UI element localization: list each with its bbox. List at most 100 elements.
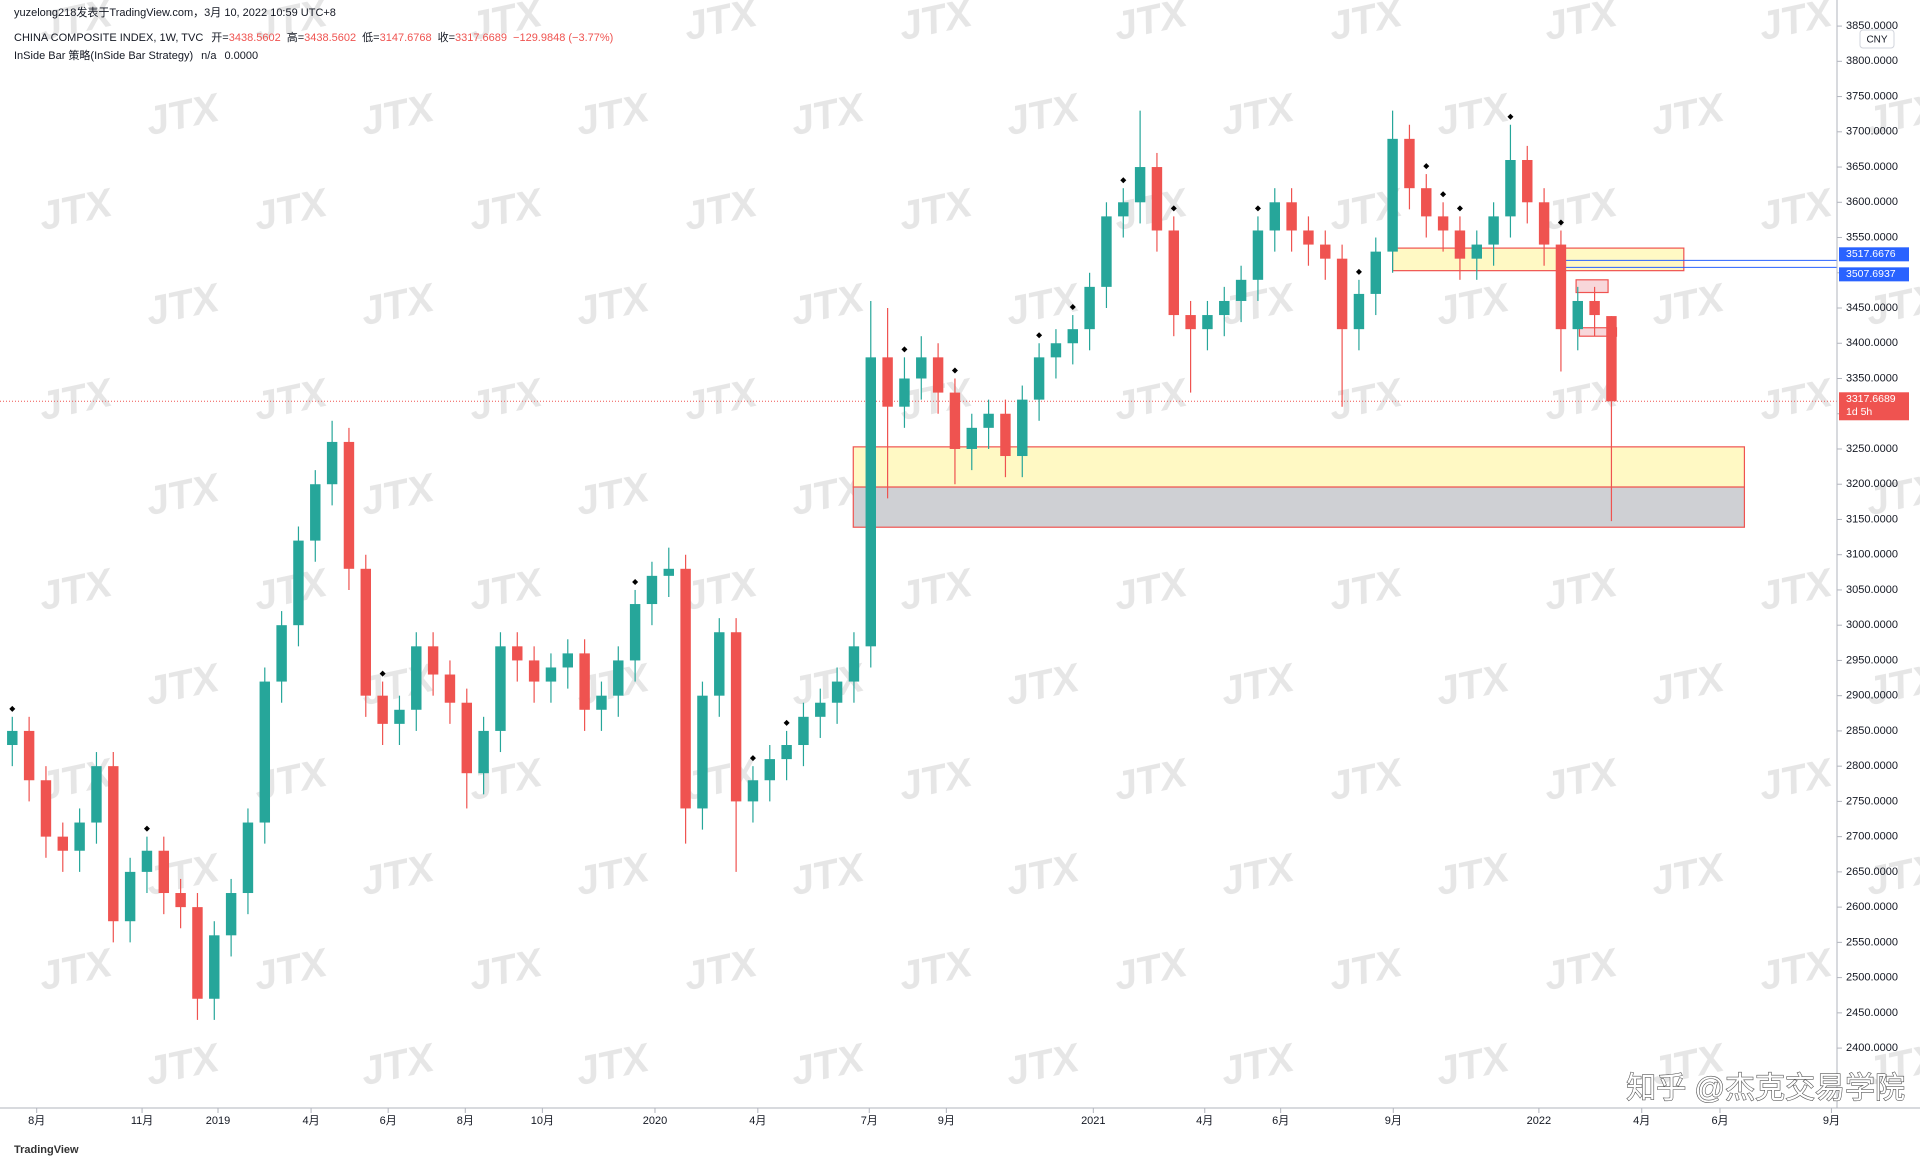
credit: 知乎 @杰克交易学院 bbox=[1626, 1072, 1905, 1105]
low-value: 3147.6768 bbox=[380, 32, 432, 44]
x-tick-label: 2020 bbox=[643, 1115, 667, 1127]
y-tick-label: 2950.0000 bbox=[1846, 654, 1898, 666]
change: −129.9848 (−3.77%) bbox=[513, 32, 613, 44]
last-price-label-bg bbox=[1839, 392, 1909, 421]
signal-marker bbox=[951, 367, 958, 374]
y-tick-label: 3450.0000 bbox=[1846, 302, 1898, 314]
signal-marker bbox=[783, 719, 790, 726]
candle-body bbox=[1286, 202, 1297, 231]
x-tick-label: 2019 bbox=[206, 1115, 230, 1127]
candle-body bbox=[411, 646, 422, 710]
candle-body bbox=[1050, 343, 1062, 358]
candle-body bbox=[209, 935, 220, 999]
zone bbox=[852, 486, 1746, 528]
indicator-value: n/a bbox=[201, 50, 217, 62]
y-tick-label: 3550.0000 bbox=[1846, 231, 1898, 243]
high-label: 高= bbox=[287, 30, 304, 44]
candle-body bbox=[916, 357, 927, 379]
candle-body bbox=[1067, 329, 1078, 344]
candle-body bbox=[1421, 188, 1432, 217]
candle-body bbox=[124, 871, 136, 922]
candle-body bbox=[175, 893, 186, 908]
candle-body bbox=[1488, 216, 1499, 245]
candle-body bbox=[1589, 300, 1600, 316]
candle-body bbox=[1185, 315, 1196, 330]
signal-marker bbox=[143, 825, 150, 832]
signal-marker bbox=[1355, 268, 1362, 275]
zone bbox=[852, 446, 1746, 488]
candle-body bbox=[899, 378, 910, 407]
candle-body bbox=[74, 822, 85, 851]
x-tick-label: 8月 bbox=[457, 1115, 474, 1127]
candle-body bbox=[1118, 202, 1129, 217]
candle-body bbox=[747, 780, 759, 802]
candle-body bbox=[394, 709, 405, 724]
candle-body bbox=[983, 413, 994, 428]
signal-marker bbox=[9, 705, 16, 712]
candle-body bbox=[579, 653, 590, 710]
candle-body bbox=[1202, 315, 1213, 330]
y-tick-label: 3400.0000 bbox=[1846, 337, 1898, 349]
y-tick-label: 3250.0000 bbox=[1846, 443, 1898, 455]
currency-box bbox=[1859, 29, 1895, 49]
y-tick-label: 3150.0000 bbox=[1846, 513, 1898, 525]
y-tick-label: 3200.0000 bbox=[1846, 478, 1898, 490]
candle-body bbox=[57, 836, 69, 851]
candle-body bbox=[882, 357, 893, 407]
close-label: 收= bbox=[438, 30, 455, 44]
y-tick-label: 3650.0000 bbox=[1846, 161, 1898, 173]
y-tick-label: 2700.0000 bbox=[1846, 831, 1898, 843]
candle-body bbox=[377, 695, 388, 724]
candle-body bbox=[259, 681, 271, 823]
candle-body bbox=[1235, 279, 1247, 301]
candle-body bbox=[932, 357, 944, 393]
indicator-name: InSide Bar 策略(InSide Bar Strategy) bbox=[14, 48, 193, 62]
candle-body bbox=[242, 822, 254, 894]
candle-body bbox=[1000, 413, 1011, 457]
high-value: 3438.5602 bbox=[304, 32, 356, 44]
candle-body bbox=[1151, 167, 1163, 231]
x-tick-label: 4月 bbox=[749, 1115, 766, 1127]
signal-marker bbox=[632, 578, 639, 585]
candle-body bbox=[528, 660, 540, 682]
candle-body bbox=[714, 632, 725, 696]
price-line-label-bg bbox=[1839, 247, 1909, 262]
x-tick-label: 6月 bbox=[1711, 1115, 1728, 1127]
open-label: 开= bbox=[211, 32, 228, 44]
candle-body bbox=[1370, 251, 1381, 294]
candle-body bbox=[865, 357, 876, 647]
y-tick-label: 2850.0000 bbox=[1846, 725, 1898, 737]
candle-body bbox=[276, 625, 287, 682]
signal-marker bbox=[1069, 304, 1076, 311]
candle-body bbox=[1437, 216, 1449, 231]
candle-body bbox=[1101, 216, 1112, 287]
y-tick-label: 3850.0000 bbox=[1846, 20, 1898, 32]
signal-marker bbox=[1507, 113, 1514, 120]
candle-body bbox=[444, 674, 456, 703]
indicator-value: 0.0000 bbox=[224, 50, 258, 62]
candle-body bbox=[1538, 202, 1550, 245]
candle-body bbox=[848, 646, 860, 682]
y-tick-label: 2550.0000 bbox=[1846, 936, 1898, 948]
x-tick-label: 4月 bbox=[1196, 1115, 1213, 1127]
x-tick-label: 6月 bbox=[380, 1115, 397, 1127]
candle-body bbox=[697, 695, 708, 809]
candle-body bbox=[815, 702, 826, 717]
candle-body bbox=[663, 568, 674, 576]
candle-body bbox=[91, 766, 102, 823]
candle-body bbox=[1471, 244, 1482, 259]
signal-marker bbox=[1120, 177, 1127, 184]
candle-body bbox=[1353, 293, 1365, 330]
x-tick-label: 8月 bbox=[28, 1115, 45, 1127]
candle-body bbox=[1017, 399, 1028, 457]
candle-body bbox=[949, 392, 961, 449]
signal-marker bbox=[901, 346, 908, 353]
candle-body bbox=[141, 850, 153, 872]
axes: 2400.0000 2450.0000 2500.0000 2550.0000 2600… bbox=[28, 20, 1909, 1127]
y-tick-label: 3000.0000 bbox=[1846, 619, 1898, 631]
x-tick-label: 4月 bbox=[303, 1115, 320, 1127]
x-tick-label: 9月 bbox=[1823, 1115, 1840, 1127]
candle-body bbox=[360, 568, 372, 696]
x-tick-label: 9月 bbox=[1385, 1115, 1402, 1127]
x-tick-label: 4月 bbox=[1633, 1115, 1650, 1127]
